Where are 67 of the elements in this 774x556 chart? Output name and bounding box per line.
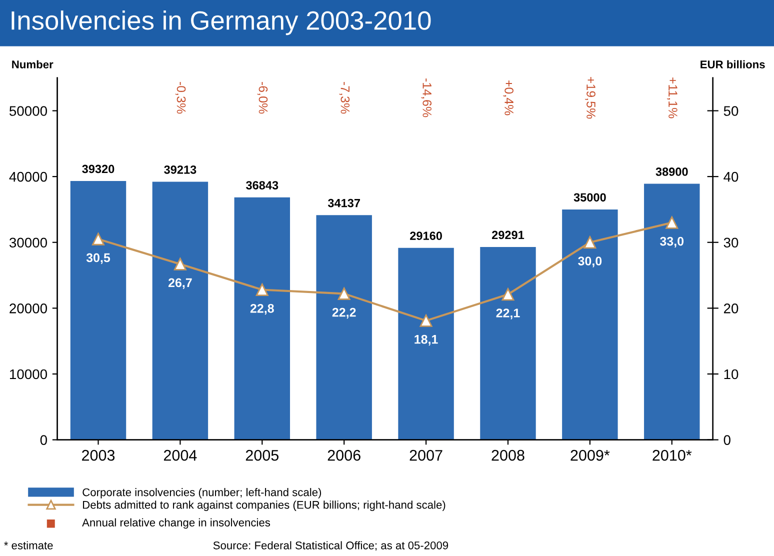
- legend-label: Corporate insolvencies (number; left-hand scale): [82, 488, 322, 498]
- annotation: -7,3%: [339, 82, 350, 114]
- annotation: -6,0%: [257, 82, 268, 114]
- point: [338, 287, 350, 300]
- bar: [562, 209, 618, 440]
- x-tick-label: 2006: [328, 450, 360, 461]
- data-label: 22,2: [332, 308, 356, 319]
- bar: [152, 182, 208, 440]
- data-label: 33,0: [660, 236, 684, 248]
- data-label: 29160: [410, 232, 442, 240]
- data-label: 18,1: [414, 334, 438, 346]
- y2-tick-label: 40: [724, 172, 738, 182]
- annotation: +19,5%: [585, 76, 596, 119]
- data-label: 30,0: [578, 256, 602, 268]
- x-tick-label: 2009*: [570, 450, 610, 461]
- y2-axis-title: EUR billions: [700, 60, 765, 68]
- x-tick-label: 2008: [492, 450, 524, 461]
- annotation: +11,1%: [667, 77, 678, 118]
- point: [584, 236, 596, 249]
- text: * estimate: [4, 541, 53, 550]
- bar: [234, 197, 290, 440]
- y2-tick-label: 20: [724, 304, 738, 314]
- point: [92, 232, 104, 246]
- data-label: 39320: [82, 164, 114, 174]
- y2-tick-label: 50: [724, 106, 738, 116]
- data-label: 36843: [246, 181, 278, 190]
- y-tick-label: 40000: [9, 172, 48, 182]
- y-tick-label: 30000: [9, 238, 48, 248]
- y-tick-label: 10000: [10, 369, 48, 380]
- data-label: 34137: [328, 198, 360, 208]
- chart-title: Insolvencies in Germany 2003-2010: [12, 10, 431, 36]
- text: Annual relative change in insolvencies: [82, 518, 270, 529]
- y-axis-title: Number: [12, 60, 54, 68]
- annotation: -14,6%: [421, 78, 432, 118]
- x-tick-label: 2005: [246, 450, 278, 461]
- data-label: 38900: [656, 168, 688, 176]
- annotation: +0,4%: [503, 80, 514, 116]
- data-label: 30,5: [86, 253, 110, 264]
- data-label: 22,8: [250, 304, 274, 315]
- data-label: 35000: [574, 193, 606, 202]
- bar: [480, 247, 536, 440]
- point: [420, 314, 432, 327]
- bar: [644, 184, 700, 440]
- point: [666, 216, 678, 229]
- data-label: 22,1: [496, 308, 520, 320]
- y2-tick-label: 30: [724, 238, 738, 248]
- x-tick-label: 2007: [410, 450, 442, 461]
- y2-tick-label: 10: [724, 369, 738, 380]
- x-tick-label: 2003: [82, 450, 115, 461]
- y-tick-label: 20000: [10, 304, 48, 314]
- bar: [70, 181, 126, 440]
- x-tick-label: 2004: [164, 450, 197, 461]
- point: [256, 284, 268, 296]
- x-tick-label: 2010*: [652, 450, 692, 461]
- source-note: Source: Federal Statistical Office; as at 05-2009: [213, 541, 448, 551]
- data-label: 26,7: [168, 278, 192, 289]
- y-tick-label: 50000: [9, 106, 48, 116]
- annotation: -0,3%: [175, 82, 186, 114]
- bar: [316, 215, 372, 440]
- data-label: 39213: [164, 165, 196, 174]
- bar: [398, 248, 454, 440]
- legend-label: Debts admitted to rank against companies (EUR billions; right-hand scale): [83, 500, 446, 511]
- data-label: 29291: [492, 230, 524, 240]
- y-tick-label: 0: [40, 435, 48, 445]
- y2-tick-label: 0: [724, 435, 730, 445]
- point: [502, 288, 514, 301]
- point: [174, 258, 186, 270]
